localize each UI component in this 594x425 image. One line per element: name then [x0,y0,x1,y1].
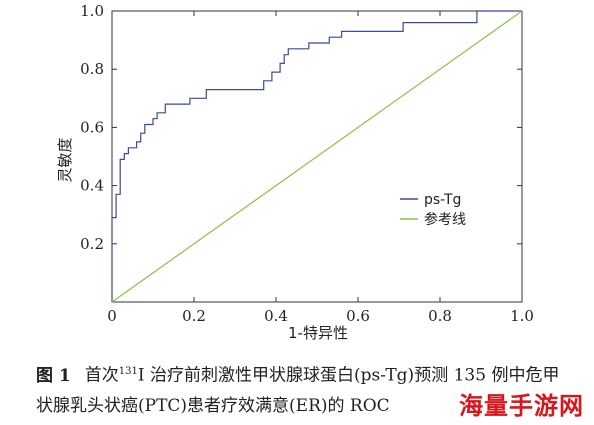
site-watermark: 海量手游网 [453,384,590,423]
x-tick-label: 1.0 [510,307,534,325]
x-tick-label: 0.6 [346,307,370,325]
figure-caption: 图 1 首次131I 治疗前刺激性甲状腺球蛋白(ps-Tg)预测 135 例中危甲… [36,357,576,421]
x-tick-label: 0.4 [264,307,288,325]
x-axis-title: 1-特异性 [288,324,348,342]
y-tick-label: 1.0 [80,2,104,20]
y-tick-label: 0.2 [80,235,104,253]
legend-label-reference: 参考线 [424,211,466,228]
plot-frame [111,10,523,303]
caption-text-before: 首次 [84,365,119,386]
x-tick-label: 0 [107,307,117,325]
roc-chart: 0 0.2 0.4 0.6 0.8 1.00.20.40.60.81.0ps-Tg参考线 … [56,2,534,342]
y-tick-label: 0.4 [80,177,104,195]
plot-area: 0 0.2 0.4 0.6 0.8 1.0 0.2 0.4 0.6 0.8 1.0 ps-Tg 参考线 [80,2,534,325]
caption-superscript: 131 [118,366,138,377]
y-tick-label: 0.8 [80,60,104,78]
legend-label-ps-tg: ps-Tg [424,192,461,208]
x-tick-label: 0.8 [428,307,452,325]
series-line-reference [111,10,523,303]
y-tick-label: 0.6 [80,118,104,136]
caption-text-after: I 治疗前刺激性甲状腺球蛋白(ps-Tg)预测 135 例中危甲状腺乳头状癌(P… [36,365,560,416]
x-tick-label: 0.2 [182,307,206,325]
series-line-ps-tg [111,10,522,302]
y-axis-title: 灵敏度 [56,137,74,182]
caption-label: 图 1 [36,365,71,386]
